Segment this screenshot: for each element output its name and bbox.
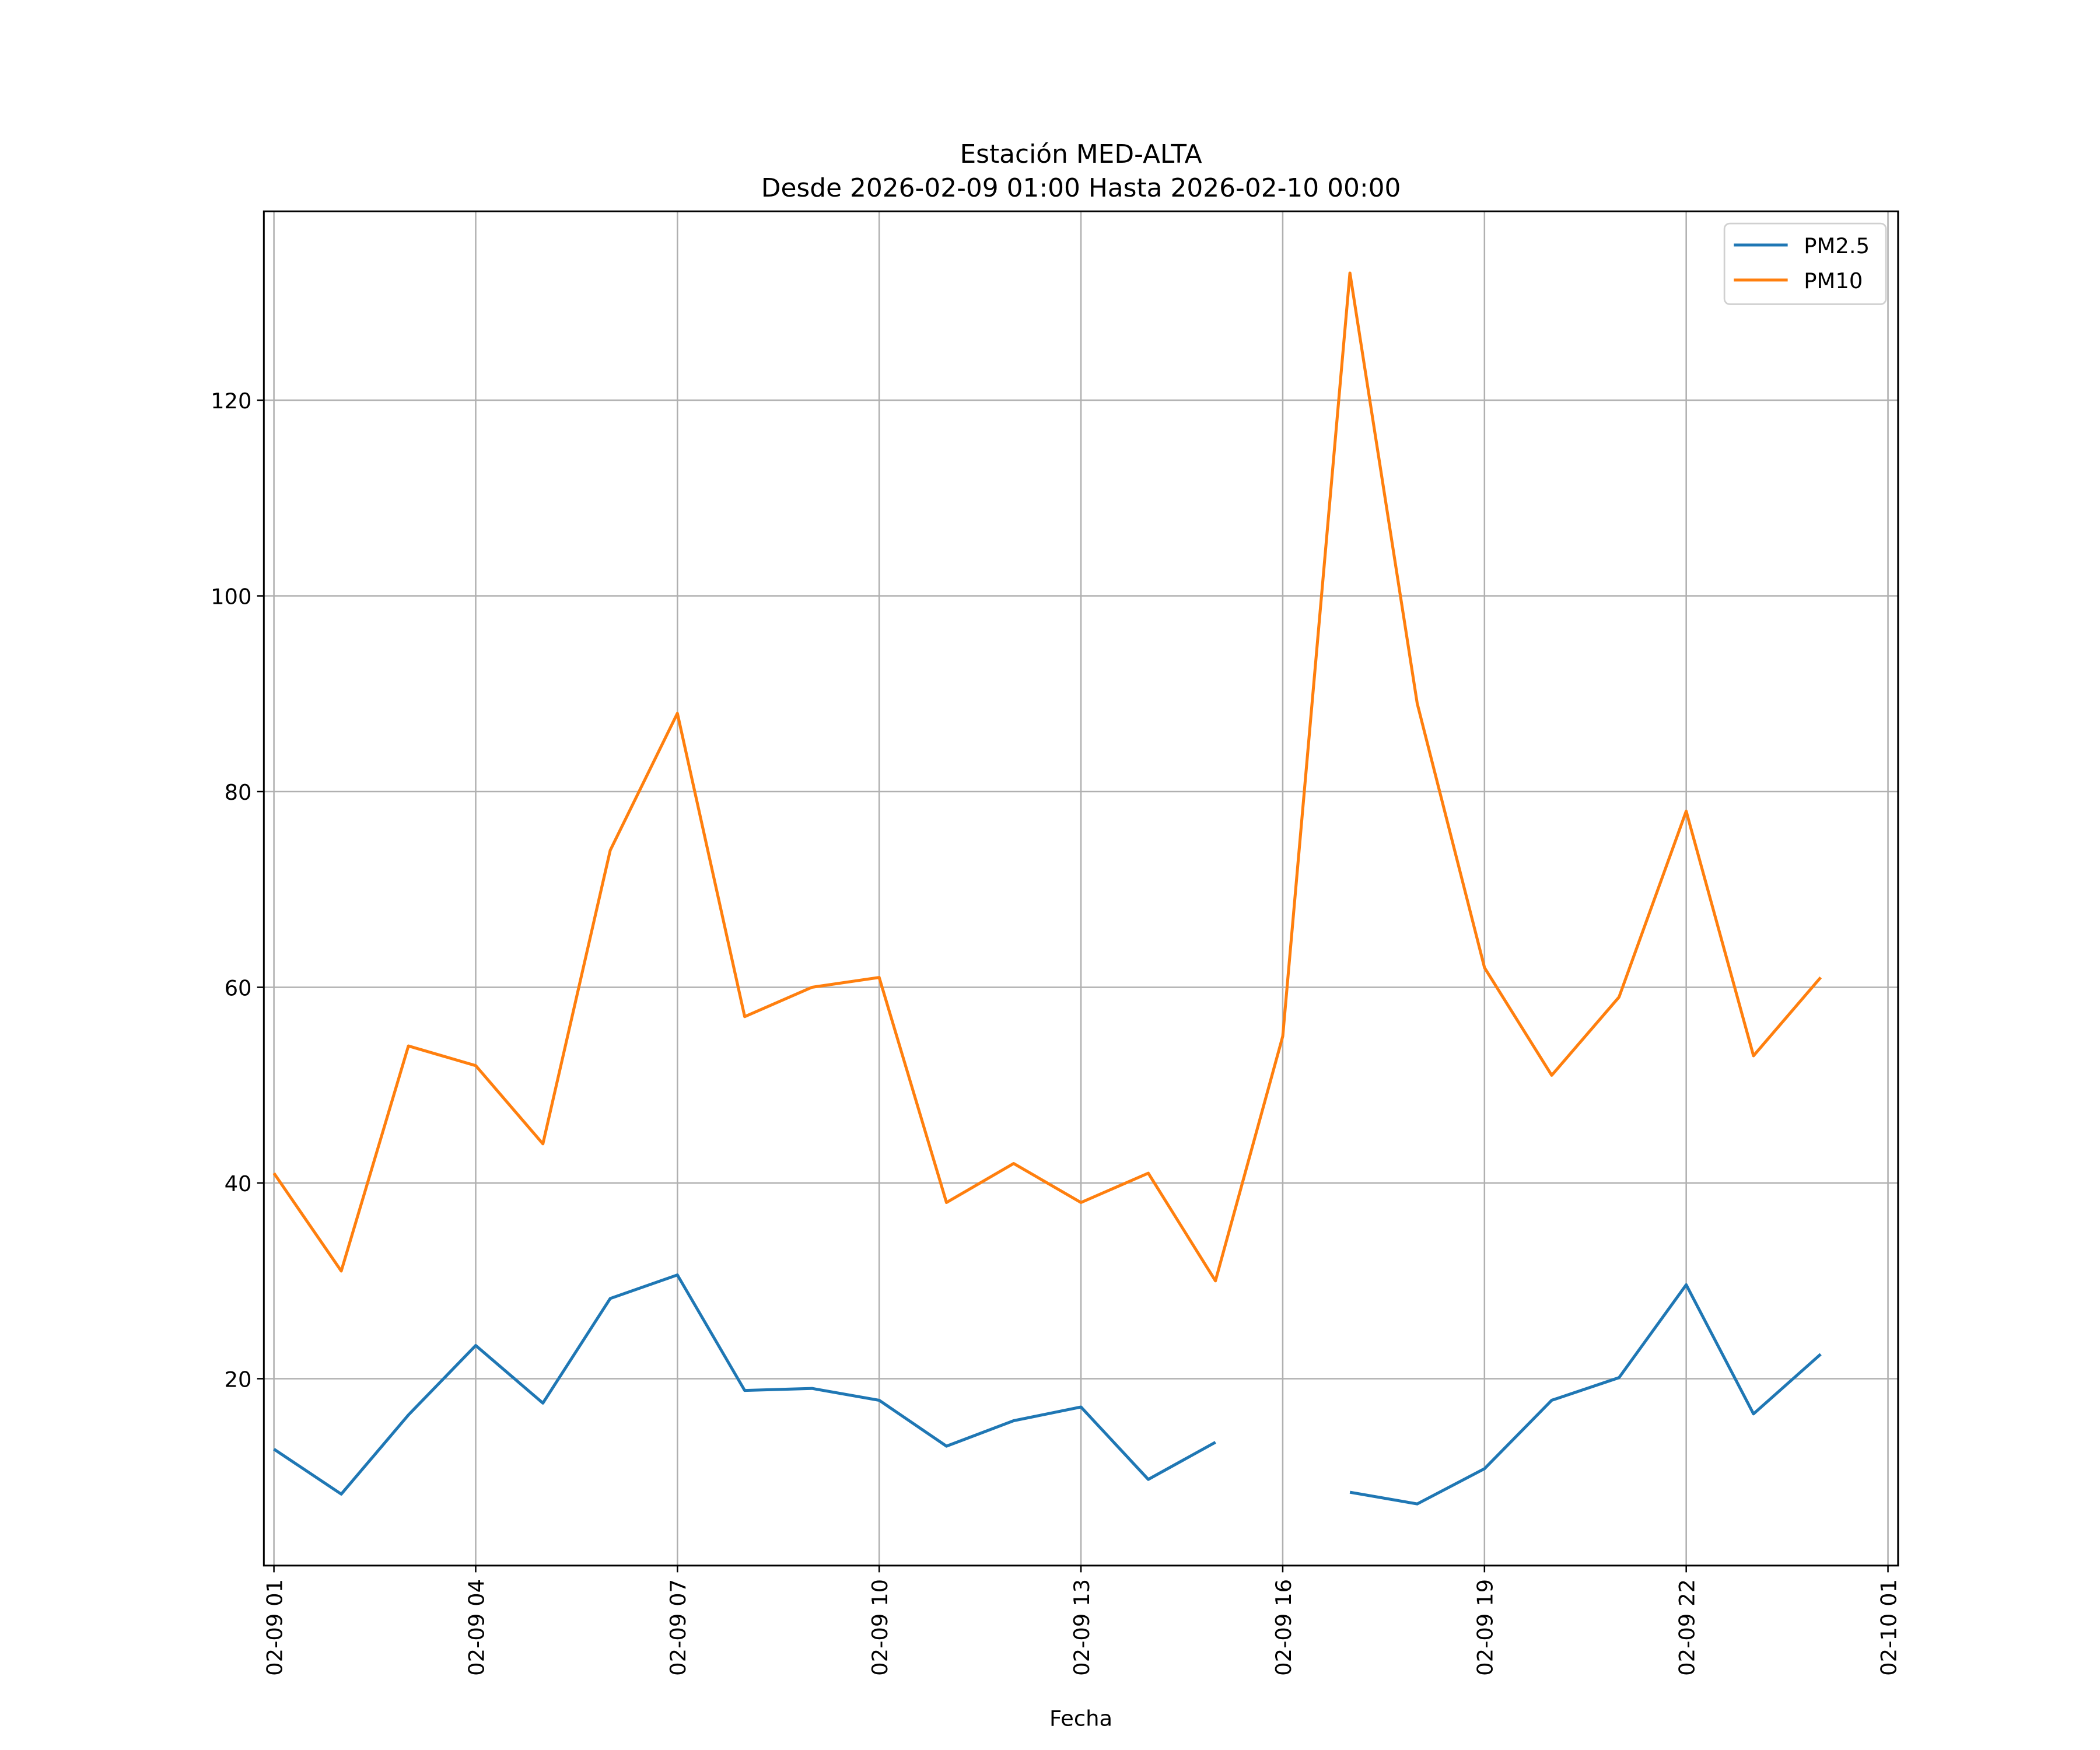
series-line-pm25 [1349, 1283, 1822, 1506]
y-tick-label: 120 [211, 388, 251, 414]
x-tick-label: 02-09 13 [1069, 1579, 1094, 1676]
chart-title: Estación MED-ALTA [960, 139, 1202, 169]
x-tick-label: 02-09 04 [464, 1579, 489, 1676]
x-tick-label: 02-09 19 [1473, 1579, 1498, 1676]
y-tick-label: 60 [225, 975, 252, 1000]
x-tick-label: 02-09 10 [867, 1579, 892, 1676]
y-tick-label: 100 [211, 584, 251, 609]
x-tick-label: 02-09 22 [1675, 1579, 1700, 1676]
legend: PM2.5 PM10 [1723, 222, 1887, 305]
x-tick-label: 02-09 01 [262, 1579, 287, 1676]
x-tick-label: 02-09 07 [666, 1579, 691, 1676]
y-tick-label: 80 [225, 780, 252, 805]
y-tick-label: 20 [225, 1367, 252, 1392]
chart-subtitle: Desde 2026-02-09 01:00 Hasta 2026-02-10 … [761, 173, 1401, 203]
y-tick-label: 40 [225, 1171, 252, 1196]
grid [264, 211, 1898, 1566]
series-line-pm25 [273, 1273, 1216, 1496]
x-axis-label: Fecha [1049, 1706, 1112, 1731]
series-line-pm10 [272, 271, 1822, 1283]
series-lines [272, 271, 1822, 1506]
legend-label: PM10 [1804, 268, 1863, 293]
legend-label: PM2.5 [1804, 233, 1870, 258]
x-tick-label: 02-09 16 [1271, 1579, 1296, 1676]
x-tick-label: 02-10 01 [1876, 1579, 1901, 1676]
ticks: 02-09 01 02-09 04 02-09 07 02-09 10 02-09 13… [211, 388, 1901, 1676]
